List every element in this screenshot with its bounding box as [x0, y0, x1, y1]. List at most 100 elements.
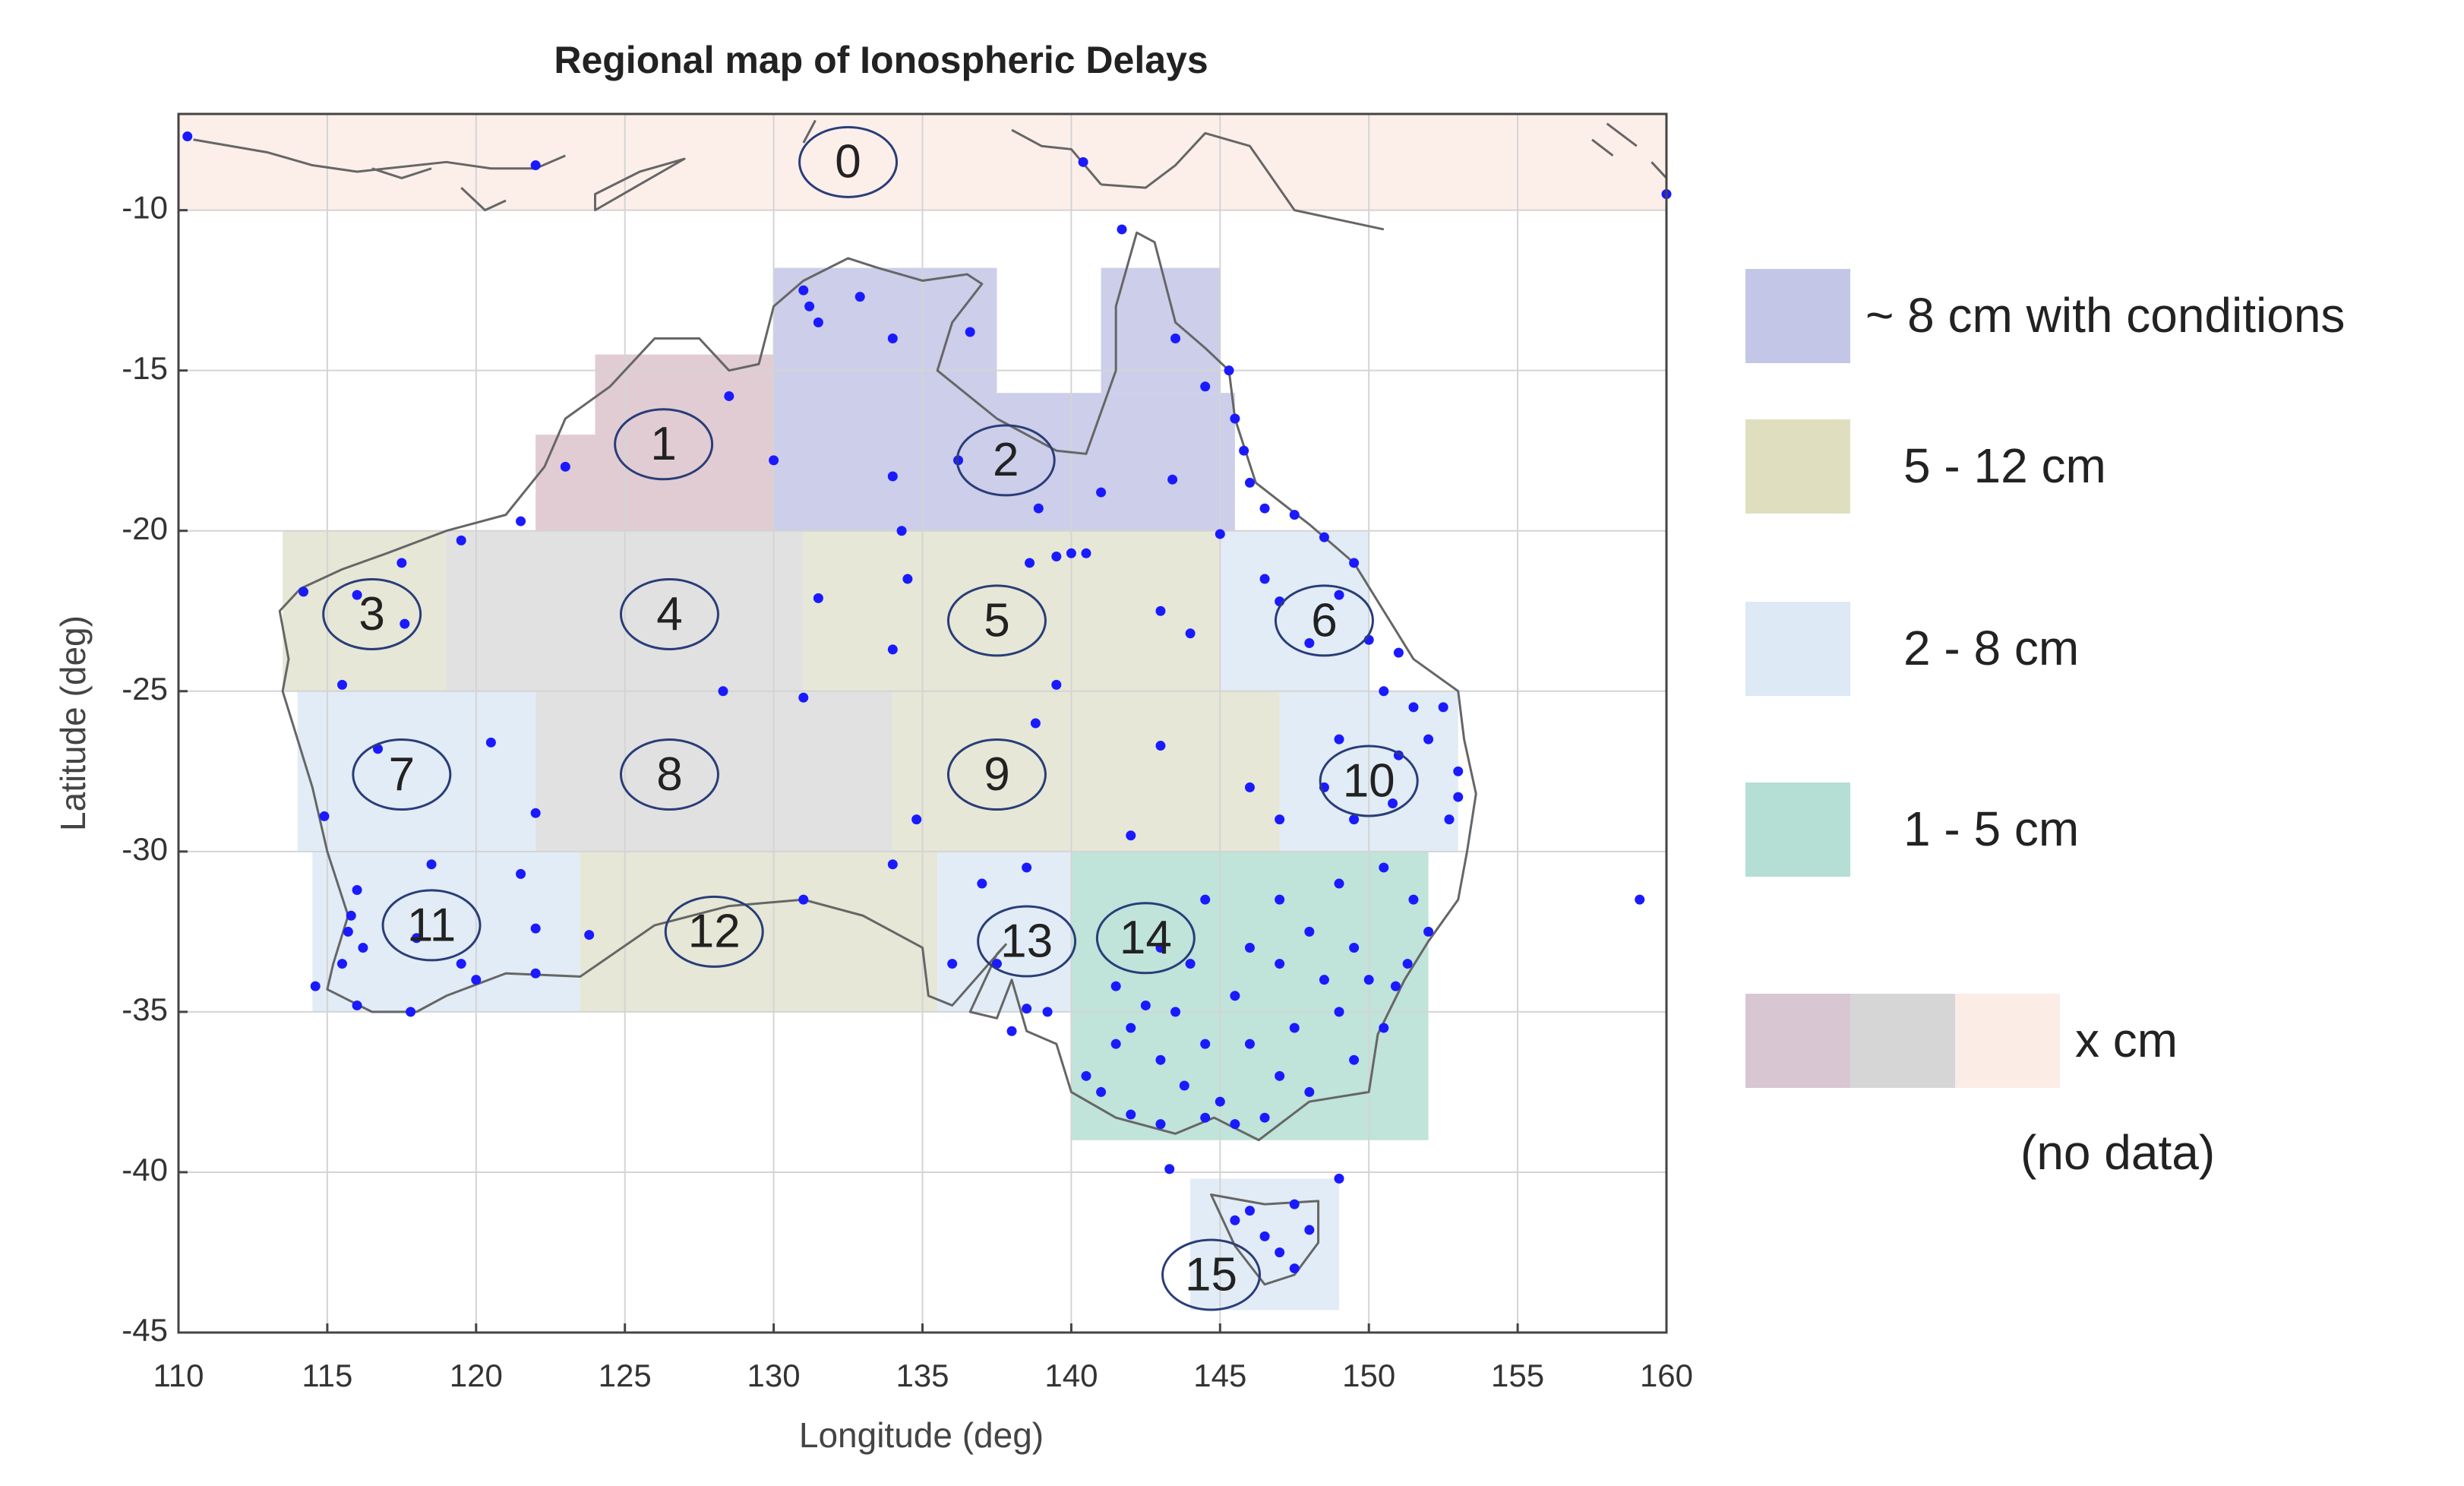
- station: [1244, 1206, 1255, 1216]
- station: [358, 942, 368, 953]
- station: [1140, 1000, 1151, 1010]
- region-block: [1101, 267, 1221, 394]
- station: [1030, 718, 1041, 729]
- region-block: [535, 691, 893, 852]
- station: [1408, 702, 1419, 713]
- region-label: 11: [407, 899, 456, 951]
- region-label-ring: [798, 125, 899, 198]
- legend-swatch: [1745, 602, 1850, 696]
- station: [352, 590, 362, 600]
- station: [887, 644, 898, 655]
- station: [456, 535, 466, 545]
- station: [584, 930, 595, 941]
- station: [516, 868, 526, 879]
- x-tick-label: 140: [1044, 1358, 1098, 1393]
- station: [343, 926, 353, 937]
- legend-label: 2 - 8 cm: [1903, 621, 2079, 675]
- station: [1349, 1054, 1360, 1065]
- station: [1033, 503, 1044, 514]
- region-label: 15: [1185, 1248, 1237, 1301]
- legend-note: (no data): [2020, 1125, 2215, 1180]
- region-block: [1071, 851, 1429, 1140]
- station: [1275, 894, 1285, 905]
- region-block: [892, 691, 1280, 852]
- station: [1304, 926, 1315, 937]
- station: [798, 285, 809, 296]
- station: [426, 859, 437, 870]
- station: [1349, 558, 1360, 568]
- station: [769, 455, 779, 466]
- legend-label: 1 - 5 cm: [1903, 801, 2079, 856]
- station: [1334, 590, 1344, 600]
- station: [1200, 894, 1211, 905]
- station: [813, 317, 823, 327]
- station: [1155, 1119, 1166, 1130]
- station: [1275, 959, 1285, 969]
- coastline-group: [194, 120, 1666, 1284]
- station: [336, 959, 347, 969]
- station: [1289, 1199, 1300, 1209]
- station: [813, 593, 823, 603]
- station: [1215, 529, 1225, 539]
- y-tick-label: -45: [122, 1312, 168, 1348]
- region-label: 14: [1120, 912, 1172, 964]
- station: [1390, 981, 1401, 991]
- x-tick-label: 155: [1491, 1358, 1544, 1393]
- station: [1096, 487, 1107, 498]
- legend-swatch: [1955, 994, 2060, 1088]
- region-label: 6: [1311, 594, 1337, 647]
- station: [724, 390, 734, 401]
- station: [1025, 558, 1035, 568]
- station: [336, 679, 347, 690]
- region-block: [1220, 530, 1369, 691]
- region-label-ring: [619, 738, 719, 811]
- station: [1289, 1023, 1300, 1033]
- station: [530, 923, 541, 934]
- region-label-ring: [1319, 745, 1419, 817]
- station: [1078, 157, 1088, 167]
- station: [1179, 1080, 1189, 1091]
- stations: [182, 131, 1672, 1274]
- station: [798, 692, 809, 703]
- station: [456, 959, 466, 969]
- station: [530, 160, 541, 171]
- station: [1334, 878, 1344, 889]
- station: [1379, 686, 1389, 697]
- region-label: 13: [1000, 915, 1053, 967]
- station: [346, 910, 356, 921]
- station: [1239, 445, 1249, 456]
- y-tick-label: -35: [122, 991, 168, 1027]
- x-tick-label: 160: [1640, 1358, 1693, 1393]
- legend-swatch: [1745, 994, 1850, 1088]
- station: [1423, 734, 1434, 745]
- station: [1349, 942, 1360, 953]
- region-label: 8: [656, 748, 682, 801]
- region-label-ring: [1274, 584, 1374, 657]
- legend-swatch: [1745, 783, 1850, 877]
- station: [1408, 894, 1419, 905]
- station: [947, 959, 958, 969]
- station: [1110, 981, 1121, 991]
- station: [965, 327, 975, 337]
- legend-label: 5 - 12 cm: [1903, 438, 2106, 493]
- station: [1042, 1007, 1053, 1017]
- region-label: 9: [984, 748, 1009, 801]
- station: [1051, 552, 1062, 562]
- station: [406, 1007, 416, 1017]
- station: [310, 981, 321, 991]
- station: [1224, 365, 1234, 376]
- station: [977, 878, 987, 889]
- station: [1066, 548, 1076, 558]
- coastline-north: [194, 120, 1666, 229]
- x-tick-label: 145: [1193, 1358, 1246, 1393]
- station: [1334, 1173, 1344, 1184]
- station: [1259, 503, 1270, 514]
- x-tick-label: 110: [153, 1358, 204, 1393]
- station: [1275, 1070, 1285, 1081]
- station: [798, 894, 809, 905]
- station: [1215, 1096, 1225, 1107]
- station: [1319, 532, 1329, 542]
- legend-swatch: [1745, 269, 1850, 363]
- station: [1289, 1263, 1300, 1274]
